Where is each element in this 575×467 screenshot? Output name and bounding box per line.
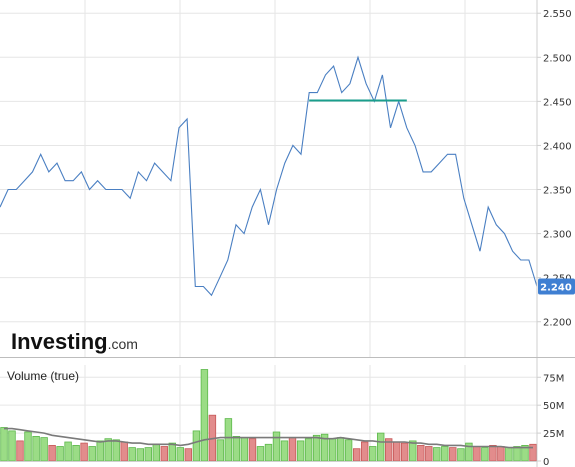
current-price-value: 2.240 xyxy=(540,283,572,294)
volume-panel-title: Volume (true) xyxy=(7,369,79,383)
svg-text:Investing.com: Investing.com xyxy=(11,329,138,354)
volume-ytick-label: 25M xyxy=(543,429,564,440)
volume-bar xyxy=(248,438,257,462)
volume-bar xyxy=(344,439,353,462)
volume-ytick-label: 75M xyxy=(543,373,564,384)
volume-bar xyxy=(184,448,192,462)
price-ytick-label: 2.550 xyxy=(543,9,572,20)
volume-bar xyxy=(16,440,24,462)
current-price-label: 2.240 xyxy=(538,278,575,295)
volume-bar xyxy=(272,431,281,462)
volume-bar xyxy=(441,446,449,462)
volume-bar xyxy=(0,427,8,462)
volume-ytick-label: 0 xyxy=(543,457,549,467)
volume-bar xyxy=(8,430,16,462)
volume-bar xyxy=(200,369,209,462)
investing-logo: Investing.com xyxy=(11,329,138,354)
price-series-line xyxy=(0,55,538,297)
volume-bar xyxy=(128,447,136,462)
price-ytick-label: 2.350 xyxy=(543,186,572,197)
price-ytick-label: 2.450 xyxy=(543,97,572,108)
volume-bar xyxy=(104,438,112,462)
volume-bar xyxy=(409,440,417,462)
logo-brand: Investing xyxy=(11,329,108,354)
volume-bar xyxy=(368,446,377,462)
volume-bar xyxy=(481,447,489,462)
volume-bar xyxy=(240,437,249,462)
volume-bar xyxy=(24,431,32,462)
volume-bar xyxy=(497,446,505,462)
volume-bar xyxy=(152,443,160,462)
volume-bar xyxy=(216,439,225,462)
volume-bar xyxy=(256,446,265,462)
volume-bar xyxy=(489,444,497,462)
volume-bar xyxy=(48,444,56,462)
volume-bar xyxy=(505,447,513,462)
volume-bar xyxy=(232,435,241,462)
logo-suffix: .com xyxy=(108,336,138,352)
volume-bar xyxy=(304,438,313,462)
volume-bar xyxy=(168,442,176,462)
volume-bar xyxy=(328,438,337,462)
volume-bar xyxy=(473,446,481,462)
volume-bar xyxy=(112,439,120,462)
volume-bar xyxy=(336,437,345,462)
volume-moving-average-line xyxy=(4,427,533,449)
volume-bar xyxy=(88,446,96,462)
volume-bar xyxy=(288,437,297,462)
price-ytick-label: 2.400 xyxy=(543,141,572,152)
volume-bar xyxy=(64,441,72,462)
volume-bar xyxy=(352,448,361,462)
volume-bar xyxy=(192,430,201,462)
volume-bar xyxy=(376,432,385,462)
volume-bar xyxy=(72,444,80,462)
volume-bar xyxy=(144,447,152,462)
price-ytick-label: 2.200 xyxy=(543,318,572,329)
volume-bar xyxy=(160,446,168,462)
volume-bar xyxy=(513,446,521,462)
volume-bar xyxy=(360,441,369,462)
volume-bar xyxy=(312,434,321,462)
volume-bar xyxy=(176,447,184,462)
volume-ytick-label: 50M xyxy=(543,401,564,412)
volume-bar xyxy=(280,440,289,462)
volume-bar xyxy=(80,442,88,462)
volume-bar xyxy=(457,448,465,462)
volume-bar xyxy=(96,440,104,462)
volume-bar xyxy=(136,448,144,462)
volume-bar xyxy=(56,446,64,462)
price-ytick-label: 2.500 xyxy=(543,53,572,64)
volume-bar xyxy=(264,443,273,462)
volume-bar xyxy=(296,440,305,462)
volume-bar xyxy=(224,418,233,462)
volume-bar xyxy=(417,444,425,462)
volume-bar xyxy=(425,446,433,462)
volume-bar xyxy=(392,441,401,462)
price-ytick-label: 2.300 xyxy=(543,230,572,241)
volume-bar xyxy=(32,435,40,462)
volume-bar xyxy=(40,437,48,462)
volume-bar xyxy=(433,447,441,462)
volume-bar xyxy=(120,441,128,462)
volume-bar xyxy=(449,447,457,462)
volume-bar xyxy=(400,442,409,462)
